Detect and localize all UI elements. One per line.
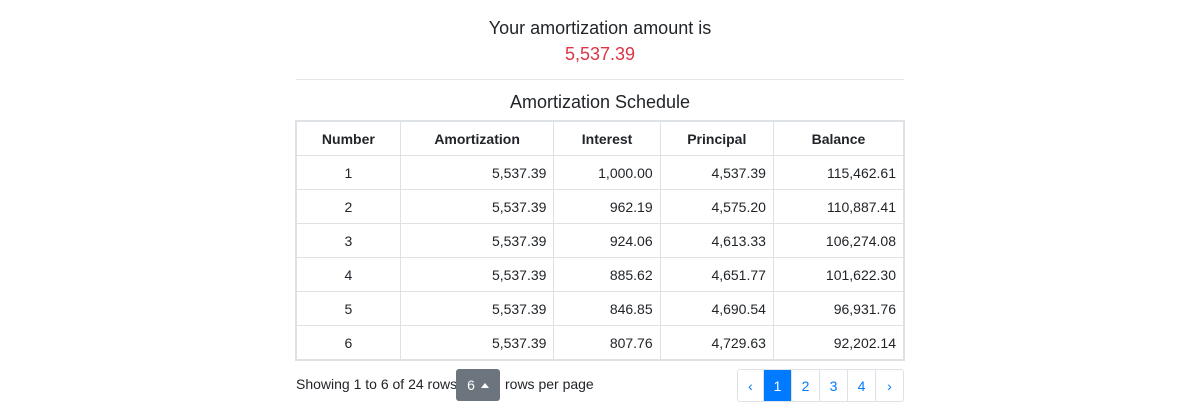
column-header: Number: [296, 121, 401, 156]
prev-page[interactable]: ‹: [748, 377, 753, 394]
table-cell: 924.06: [553, 223, 661, 258]
table-row: 4 5,537.39 885.62 4,651.77 101,622.30: [296, 257, 905, 292]
table-cell: 5: [296, 291, 401, 326]
table-cell: 110,887.41: [772, 189, 905, 224]
header-row: Number Amortization Interest Principal Balan…: [296, 121, 905, 156]
page-size: 6: [467, 377, 475, 393]
page-link[interactable]: 2: [791, 370, 819, 401]
column-header: Amortization: [399, 121, 555, 156]
result-title: Your amortization amount is: [488, 18, 712, 38]
table-cell: 96,931.76: [772, 291, 905, 326]
table-cell: 4,729.63: [659, 325, 774, 360]
page-link[interactable]: 4: [847, 370, 875, 401]
table-cell: 5,537.39: [399, 223, 555, 258]
column-header: Balance: [772, 121, 905, 156]
table-cell: 4,537.39: [659, 155, 774, 190]
table-cell: 115,462.61: [772, 155, 905, 190]
table-cell: 1,000.00: [553, 155, 661, 190]
page-link[interactable]: 1: [763, 370, 791, 401]
table-cell: 106,274.08: [772, 223, 905, 258]
table-row: 3 5,537.39 924.06 4,613.33 106,274.08: [296, 223, 905, 258]
page-size-label: rows per page: [505, 376, 594, 392]
table-cell: 3: [296, 223, 401, 258]
table-row: 6 5,537.39 807.76 4,729.63 92,202.14: [296, 325, 905, 360]
table-row: 5 5,537.39 846.85 4,690.54 96,931.76: [296, 291, 905, 326]
table-cell: 4: [296, 257, 401, 292]
table-cell: 1: [296, 155, 401, 190]
result-amount: 5,537.39: [564, 44, 636, 64]
schedule-title: Amortization Schedule: [509, 92, 691, 112]
summary: Showing 1 to 6 of 24 rows: [296, 376, 458, 392]
table-cell: 5,537.39: [399, 189, 555, 224]
table-cell: 4,575.20: [659, 189, 774, 224]
page-link[interactable]: 3: [819, 370, 847, 401]
table-cell: 6: [296, 325, 401, 360]
table-cell: 5,537.39: [399, 155, 555, 190]
table-cell: 885.62: [553, 257, 661, 292]
column-header: Principal: [659, 121, 774, 156]
table-cell: 4,613.33: [659, 223, 774, 258]
table-cell: 101,622.30: [772, 257, 905, 292]
divider: [296, 79, 904, 80]
table-cell: 5,537.39: [399, 257, 555, 292]
page-size-button[interactable]: 6: [456, 369, 500, 401]
table-cell: 4,651.77: [659, 257, 774, 292]
table-cell: 4,690.54: [659, 291, 774, 326]
table-cell: 5,537.39: [399, 325, 555, 360]
table-cell: 846.85: [553, 291, 661, 326]
next-page[interactable]: ›: [875, 370, 903, 401]
table-cell: 92,202.14: [772, 325, 905, 360]
column-header: Interest: [553, 121, 661, 156]
table-cell: 807.76: [553, 325, 661, 360]
table-cell: 2: [296, 189, 401, 224]
caret: [480, 382, 489, 388]
table-row: 2 5,537.39 962.19 4,575.20 110,887.41: [296, 189, 905, 224]
table-row: 1 5,537.39 1,000.00 4,537.39 115,462.61: [296, 155, 905, 190]
schedule-table: Number Amortization Interest Principal Balan…: [296, 121, 905, 360]
table-cell: 962.19: [553, 189, 661, 224]
pagination: ‹ 1 2 3 4 ›: [737, 369, 904, 402]
table-cell: 5,537.39: [399, 291, 555, 326]
